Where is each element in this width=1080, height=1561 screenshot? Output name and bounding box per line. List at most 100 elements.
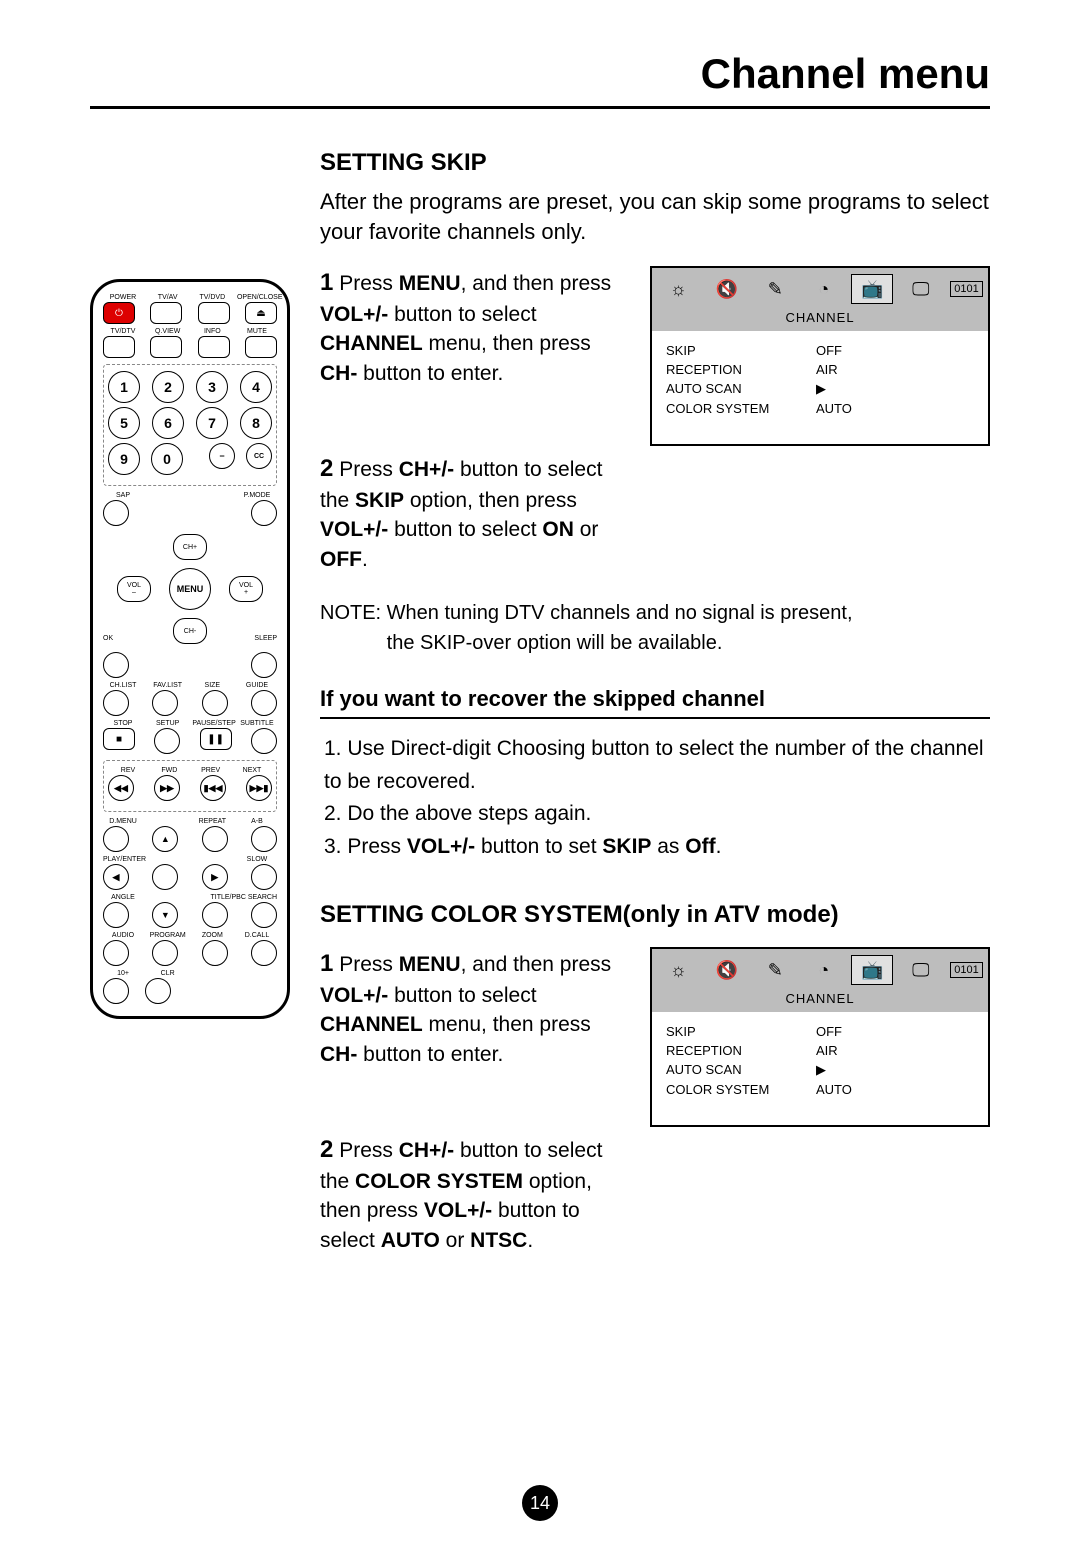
digit-0-button: 0 [151,443,183,475]
remote-label: FAV.LIST [148,682,188,689]
sleep-button [251,652,277,678]
recover-steps: 1. Use Direct-digit Choosing button to s… [320,733,990,863]
down-button: ▼ [152,902,178,928]
zoom-button [202,940,228,966]
digit-2-button: 2 [152,371,184,403]
osd-autoscan-value: ▶ [816,1062,826,1078]
power-button: ⏻ [103,302,135,324]
osd-colorsystem-value: AUTO [816,1082,852,1097]
pmode-button [251,500,277,526]
qview-button [150,336,182,358]
info-button [198,336,230,358]
dmenu-button [103,826,129,852]
osd-autoscan-label: AUTO SCAN [666,381,816,397]
stop-button: ■ [103,728,135,750]
right-button: ▶ [202,864,228,890]
vol-minus-button: VOL – [117,576,151,602]
remote-label: PREV [191,767,231,774]
digit-3-button: 3 [196,371,228,403]
digit-pad: 1 2 3 4 5 6 7 8 9 0 − CC [103,364,277,486]
digit-1-button: 1 [108,371,140,403]
osd-reception-label: RECEPTION [666,1043,816,1058]
eject-button: ⏏ [245,302,277,324]
transport-box: REV FWD PREV NEXT ◀◀ ▶▶ ▮◀◀ ▶▶▮ [103,760,277,812]
osd-panel-skip: ☼ 🔇 ✎ ◔ 📺 🖵 0101 CHANNEL SKIPOFF RECEPTI… [650,266,990,446]
program-button [152,940,178,966]
remote-label: REV [108,767,148,774]
remote-label: D.CALL [237,932,277,939]
osd-icon-sound: 🔇 [706,955,748,985]
play-button [152,864,178,890]
page-number: 14 [522,1485,558,1521]
favlist-button [152,690,178,716]
osd-icon-setup: 🖵 [900,274,942,304]
cc-button: CC [246,443,272,469]
osd-channel-code: 0101 [950,962,982,978]
page-title: Channel menu [90,50,990,109]
tvdvd-button [198,302,230,324]
remote-label: AUDIO [103,932,143,939]
prev-button: ▮◀◀ [200,775,226,801]
rev-button: ◀◀ [108,775,134,801]
ch-minus-button: CH- [173,618,207,644]
tvdtv-button [103,336,135,358]
remote-label: MUTE [237,328,277,335]
remote-label: PAUSE/STEP [192,720,232,727]
skip-step-2: 2 Press CH+/- button to select the SKIP … [320,452,620,574]
osd-skip-label: SKIP [666,1024,816,1039]
remote-label: TV/DTV [103,328,143,335]
fwd-button: ▶▶ [154,775,180,801]
osd-skip-value: OFF [816,1024,842,1039]
remote-label: FWD [149,767,189,774]
osd-channel-code: 0101 [950,281,982,297]
osd-icon-channel: 📺 [851,955,893,985]
size-button [202,690,228,716]
sap-button [103,500,129,526]
mute-button [245,336,277,358]
osd-reception-value: AIR [816,362,838,377]
menu-button: MENU [169,568,211,610]
osd-icon-time: ◔ [803,955,845,985]
ch-plus-button: CH+ [173,534,207,560]
section-heading-color: SETTING COLOR SYSTEM(only in ATV mode) [320,901,990,929]
color-step-2: 2 Press CH+/- button to select the COLOR… [320,1133,630,1255]
audio-button [103,940,129,966]
pmode-label: P.MODE [237,492,277,499]
remote-label: OPEN/CLOSE [237,294,277,301]
remote-control-diagram: POWER TV/AV TV/DVD OPEN/CLOSE ⏻ ⏏ TV/DTV… [90,279,290,1019]
section-heading-skip: SETTING SKIP [320,149,990,177]
remote-label: TV/AV [148,294,188,301]
osd-icon-rec: ✎ [754,274,796,304]
repeat-button [202,826,228,852]
remote-label: REPEAT [192,818,232,825]
ab-button [251,826,277,852]
playenter-label: PLAY/ENTER [103,856,143,863]
guide-button [251,690,277,716]
pause-button: ❚❚ [200,728,232,750]
remote-label: INFO [192,328,232,335]
slow-label: SLOW [237,856,277,863]
search-button [251,902,277,928]
remote-label: SIZE [192,682,232,689]
remote-label: Q.VIEW [148,328,188,335]
intro-text: After the programs are preset, you can s… [320,187,990,246]
up-button: ▲ [152,826,178,852]
sleep-label: SLEEP [254,635,277,642]
digit-5-button: 5 [108,407,140,439]
clr-button [145,978,171,1004]
osd-icon-sound: 🔇 [706,274,748,304]
osd-reception-label: RECEPTION [666,362,816,377]
remote-label: NEXT [232,767,272,774]
tvav-button [150,302,182,324]
osd-icon-rec: ✎ [754,955,796,985]
osd-reception-value: AIR [816,1043,838,1058]
recover-heading: If you want to recover the skipped chann… [320,686,990,719]
sap-label: SAP [103,492,143,499]
subtitle-button [251,728,277,754]
remote-label: ZOOM [192,932,232,939]
nav-cluster: CH+ CH- VOL – VOL + MENU OK SLEEP [103,534,277,644]
osd-title: CHANNEL [652,310,988,331]
digit-8-button: 8 [240,407,272,439]
digit-9-button: 9 [108,443,140,475]
remote-label: 10+ [103,970,143,977]
